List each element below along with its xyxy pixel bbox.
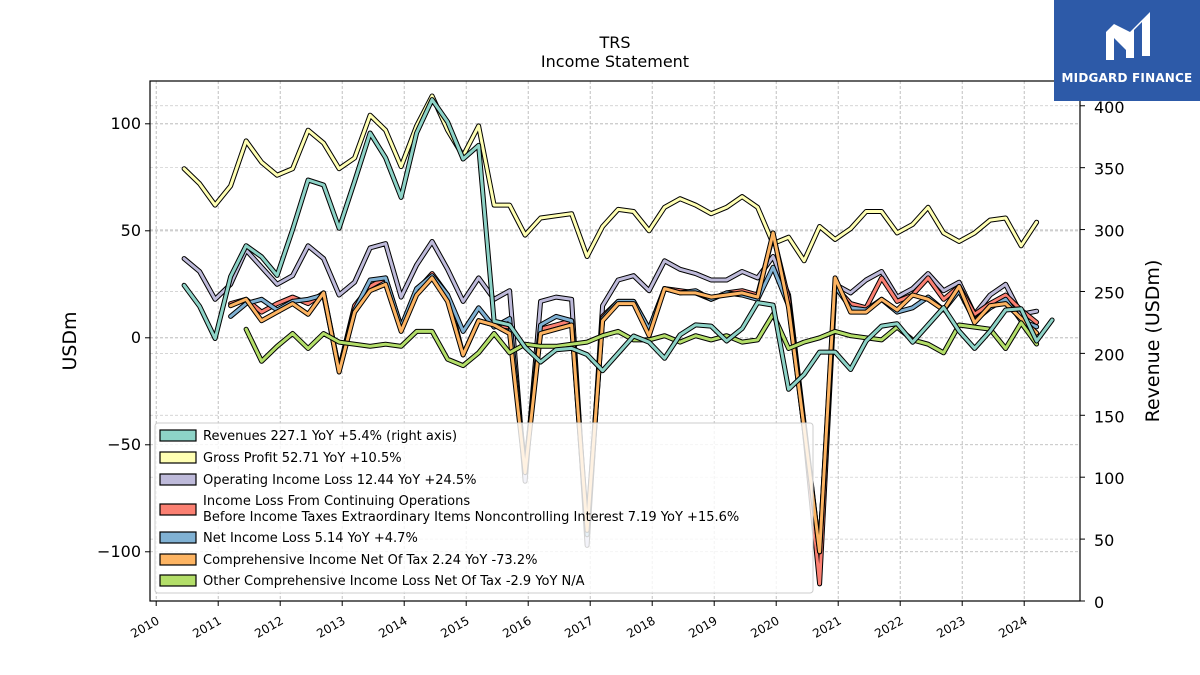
x-tick-label: 2014 [376, 613, 409, 640]
x-tick-label: 2019 [686, 613, 719, 640]
series-line-0 [182, 98, 1054, 391]
y-tick-label: 50 [121, 221, 141, 240]
x-tick-label: 2021 [810, 613, 843, 640]
x-tick-label: 2020 [748, 613, 781, 640]
legend: Revenues 227.1 YoY +5.4% (right axis) Gr… [154, 422, 814, 594]
y2-tick-label: 100 [1094, 469, 1125, 488]
midgard-finance-logo: MIDGARD FINANCE [1054, 0, 1200, 101]
x-tick-label: 2024 [996, 613, 1029, 640]
chart-subtitle: Income Statement [541, 52, 689, 71]
x-tick-label: 2016 [500, 613, 533, 640]
x-tick-label: 2017 [562, 613, 595, 640]
y2-tick-label: 250 [1094, 283, 1125, 302]
x-tick-label: 2012 [252, 613, 285, 640]
y-tick-label: −50 [107, 435, 141, 454]
logo-mark-icon [1106, 12, 1150, 60]
x-tick-label: 2023 [934, 613, 967, 640]
y2-tick-label: 400 [1094, 98, 1125, 117]
y-tick-label: −100 [97, 542, 141, 561]
legend-swatch-other-comprehensive [159, 574, 197, 587]
y-tick-label: 0 [131, 328, 141, 347]
legend-label-comprehensive-income: Comprehensive Income Net Of Tax 2.24 YoY… [203, 553, 537, 568]
legend-label-gross-profit: Gross Profit 52.71 YoY +10.5% [203, 451, 402, 466]
legend-label-other-comprehensive: Other Comprehensive Income Loss Net Of T… [203, 574, 585, 589]
x-tick-label: 2018 [624, 613, 657, 640]
x-tick-label: 2011 [190, 613, 223, 640]
y-tick-label: 100 [110, 114, 141, 133]
legend-swatch-comprehensive-income [159, 553, 197, 566]
y-axis-label: USDm [59, 311, 81, 370]
y2-tick-label: 200 [1094, 345, 1125, 364]
series-line-2 [182, 240, 1039, 554]
x-tick-label: 2022 [872, 613, 905, 640]
left-axis-ticks: −100 −50 0 50 100 [97, 114, 150, 561]
y2-tick-label: 50 [1094, 531, 1114, 550]
legend-swatch-income-before-taxes [159, 503, 197, 516]
x-tick-label: 2010 [128, 613, 161, 640]
y2-tick-label: 300 [1094, 222, 1125, 241]
legend-label-income-before-taxes-line1: Income Loss From Continuing Operations [203, 494, 470, 509]
legend-label-income-before-taxes-line2: Before Income Taxes Extraordinary Items … [203, 510, 739, 525]
legend-box [154, 422, 814, 594]
series-lines [181, 93, 1055, 587]
legend-label-revenues: Revenues 227.1 YoY +5.4% (right axis) [203, 429, 457, 444]
y2-tick-label: 350 [1094, 160, 1125, 179]
legend-label-net-income: Net Income Loss 5.14 YoY +4.7% [203, 531, 418, 546]
legend-label-operating-income: Operating Income Loss 12.44 YoY +24.5% [203, 473, 477, 488]
plot-frame [149, 80, 1081, 602]
legend-swatch-net-income [159, 531, 197, 544]
series-line-5 [229, 231, 1039, 554]
series-line-1 [182, 94, 1039, 263]
y2-tick-label: 150 [1094, 407, 1125, 426]
y2-tick-label: 0 [1094, 593, 1104, 612]
right-axis-ticks: 0 50 100 150 200 250 300 350 400 [1080, 98, 1125, 612]
legend-swatch-gross-profit [159, 451, 197, 464]
chart-title: TRS [598, 33, 630, 52]
legend-swatch-revenues [159, 429, 197, 442]
x-tick-label: 2013 [314, 613, 347, 640]
y2-axis-label: Revenue (USDm) [1142, 260, 1164, 423]
x-axis-ticks: 2010 2011 2012 2013 2014 2015 2016 2017 2018 2019… [128, 601, 1030, 641]
x-tick-label: 2015 [438, 613, 471, 640]
series-outline-1 [181, 93, 1040, 264]
logo-text: MIDGARD FINANCE [1061, 71, 1193, 85]
legend-swatch-operating-income [159, 473, 197, 486]
